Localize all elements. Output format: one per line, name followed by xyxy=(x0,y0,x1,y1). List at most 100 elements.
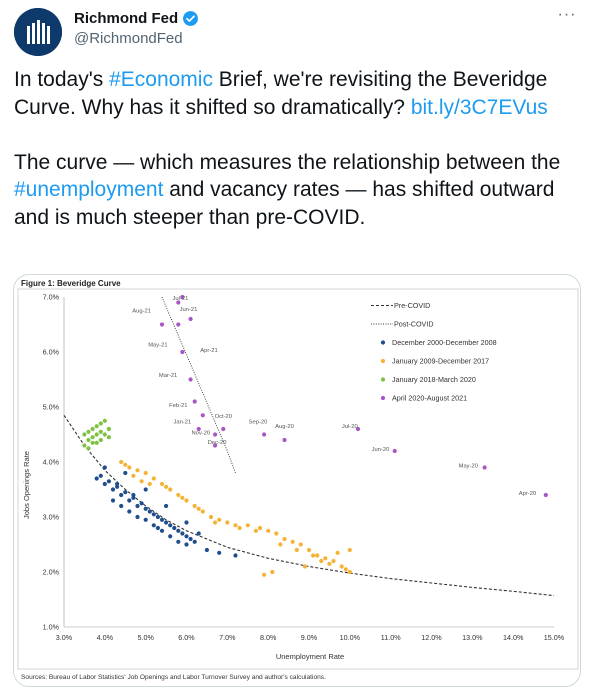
hashtag-economic[interactable]: #Economic xyxy=(109,68,213,91)
data-point xyxy=(217,517,222,522)
chart-legend: Pre-COVID Post-COVID December 2000-Decembe… xyxy=(371,301,497,403)
data-point xyxy=(127,509,132,514)
tweet-paragraph-2: The curve — which measures the relations… xyxy=(14,149,582,232)
data-point xyxy=(176,539,181,544)
account-handle[interactable]: @RichmondFed xyxy=(74,30,183,47)
x-tick-label: 15.0% xyxy=(544,633,565,642)
point-label: Feb-21 xyxy=(169,403,187,409)
chart-point-labels: Jul-21 Jun-21 Aug-21 May-21 Apr-21 Mar-21 Feb-… xyxy=(132,296,536,497)
x-tick-label: 13.0% xyxy=(462,633,483,642)
tweet-paragraph-1: In today's #Economic Brief, we're revisi… xyxy=(14,66,582,121)
point-label: Apr-20 xyxy=(519,491,536,497)
data-point xyxy=(127,465,132,470)
legend-marker xyxy=(380,377,386,382)
point-label: May-21 xyxy=(148,343,167,349)
data-point xyxy=(188,536,193,542)
point-label: Aug-21 xyxy=(132,308,151,314)
data-point xyxy=(294,547,299,553)
article-link[interactable]: bit.ly/3C7EVus xyxy=(410,95,548,119)
data-point xyxy=(298,542,303,547)
data-point xyxy=(180,294,185,300)
y-tick-label: 4.0% xyxy=(43,458,60,467)
y-axis-label: Jobs Openings Rate xyxy=(22,451,31,519)
data-point xyxy=(184,542,189,547)
y-tick-label: 5.0% xyxy=(43,403,60,412)
data-point xyxy=(155,514,160,520)
data-point xyxy=(266,528,271,533)
data-point xyxy=(196,506,201,511)
tweet-text-segment: The curve — which measures the relations… xyxy=(14,150,561,174)
data-point xyxy=(164,503,169,509)
data-point xyxy=(102,481,107,487)
legend-label: Post-COVID xyxy=(394,320,434,329)
data-point xyxy=(143,470,148,476)
point-label: Oct-20 xyxy=(215,414,232,420)
legend-label: December 2000-December 2008 xyxy=(392,338,497,347)
data-point xyxy=(135,503,140,509)
data-point xyxy=(392,448,397,454)
data-point xyxy=(213,432,218,437)
hashtag-unemployment[interactable]: #unemployment xyxy=(14,178,164,201)
display-name-text: Richmond Fed xyxy=(74,10,179,27)
legend-marker xyxy=(380,358,386,364)
x-axis-label: Unemployment Rate xyxy=(276,652,344,661)
data-point xyxy=(315,553,320,558)
data-point xyxy=(98,437,103,443)
data-point xyxy=(225,520,230,525)
x-tick-label: 11.0% xyxy=(381,633,401,642)
x-tick-label: 12.0% xyxy=(421,633,442,642)
data-point xyxy=(119,503,124,509)
data-point xyxy=(204,547,209,553)
point-label: Aug-20 xyxy=(275,424,294,430)
data-point xyxy=(172,525,177,531)
data-point xyxy=(208,514,214,520)
media-image-card[interactable]: Figure 1: Beveridge Curve 3.0% 4.0% 5.0% 6.… xyxy=(13,274,581,687)
data-point xyxy=(184,520,189,525)
more-options-icon[interactable]: ··· xyxy=(557,6,577,23)
data-point xyxy=(180,349,185,355)
data-point xyxy=(135,468,140,473)
data-point xyxy=(302,564,307,569)
tweet-header: Richmond Fed @RichmondFed ··· xyxy=(14,6,579,56)
beveridge-curve-chart: Figure 1: Beveridge Curve 3.0% 4.0% 5.0% 6.… xyxy=(17,279,579,681)
x-tick-label: 10.0% xyxy=(340,633,361,642)
chart-lines xyxy=(63,296,555,597)
chart-axes: 3.0% 4.0% 5.0% 6.0% 7.0% 8.0% 9.0% 10.0% 11.0% 12… xyxy=(43,293,565,643)
point-label: Apr-21 xyxy=(200,348,217,354)
x-tick-label: 5.0% xyxy=(137,633,154,642)
pre-covid-line xyxy=(63,414,555,597)
data-point xyxy=(278,542,283,547)
y-tick-label: 6.0% xyxy=(43,348,60,357)
y-tick-label: 7.0% xyxy=(43,293,60,302)
data-point xyxy=(213,443,218,448)
tweet-text-segment: In today's xyxy=(14,68,110,91)
data-point xyxy=(94,432,99,437)
data-point xyxy=(188,316,193,322)
avatar[interactable] xyxy=(14,8,62,56)
data-point xyxy=(257,525,263,531)
legend-marker xyxy=(380,395,386,401)
display-name[interactable]: Richmond Fed xyxy=(74,10,199,27)
data-point xyxy=(319,558,324,564)
data-point xyxy=(94,440,99,445)
data-point xyxy=(98,473,103,478)
data-point xyxy=(306,547,312,553)
data-point xyxy=(102,432,107,437)
data-point xyxy=(245,523,250,528)
data-point xyxy=(110,487,116,492)
data-point xyxy=(106,435,111,440)
data-point xyxy=(82,443,87,448)
tweet-text-segment: Brief, we're revisiting the Beveridge Cu… xyxy=(14,68,548,119)
data-point xyxy=(221,426,226,432)
data-point xyxy=(347,569,352,575)
data-point xyxy=(86,446,91,451)
point-label: Jul-20 xyxy=(342,424,358,430)
data-point xyxy=(180,531,185,536)
data-point xyxy=(196,531,201,536)
data-point xyxy=(262,572,267,577)
x-tick-label: 9.0% xyxy=(301,633,318,642)
data-point xyxy=(335,550,340,555)
data-point xyxy=(482,465,487,470)
data-point xyxy=(233,553,238,558)
data-point xyxy=(131,473,136,478)
